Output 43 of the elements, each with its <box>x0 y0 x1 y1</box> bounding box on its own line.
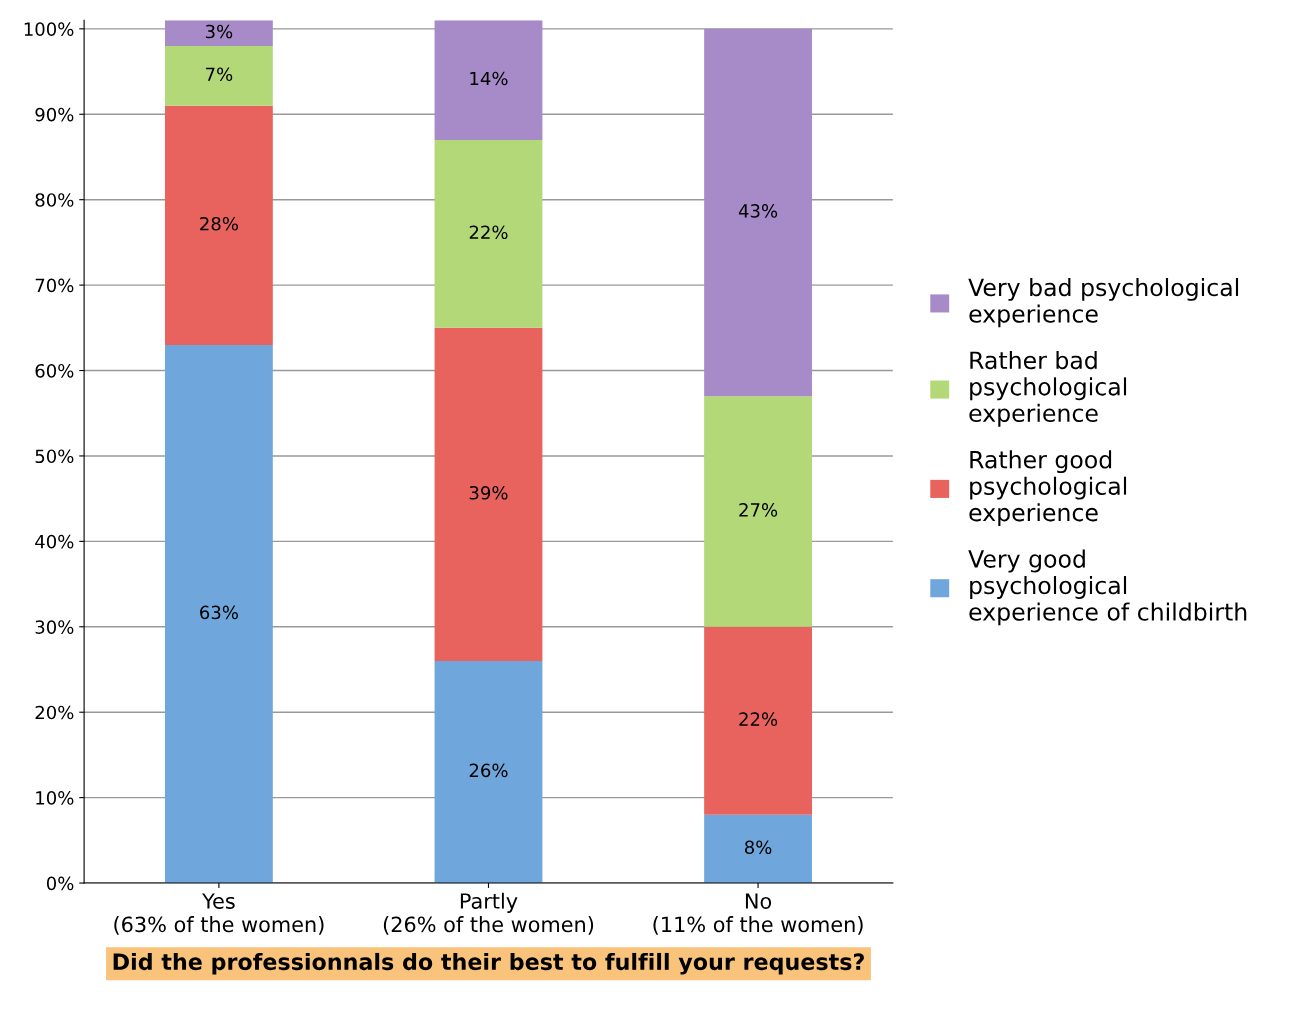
y-tick-label: 50% <box>35 449 74 464</box>
y-tick-label: 20% <box>35 705 74 720</box>
bar <box>704 28 812 397</box>
bar <box>164 344 273 884</box>
legend-label: Very bad psychological experience <box>968 278 1239 328</box>
bar <box>164 20 273 46</box>
data-label: 3% <box>205 24 233 39</box>
bar <box>164 45 273 106</box>
bar <box>704 814 812 884</box>
data-label: 14% <box>470 71 508 86</box>
x-tick-label: Partly (26% of the women) <box>383 892 594 935</box>
bar <box>704 626 812 815</box>
y-tick-label: 60% <box>35 363 74 378</box>
data-label: 27% <box>739 503 778 517</box>
bar <box>434 327 543 661</box>
legend-label: Very good psychological experience of childbirth <box>968 549 1247 626</box>
bar <box>164 105 273 345</box>
x-axis-title: Did the professionnals do their best to fulfill your requests? <box>113 952 864 975</box>
y-tick-label: 40% <box>35 534 74 549</box>
data-label: 22% <box>469 225 508 240</box>
bar <box>434 139 543 328</box>
y-tick-label: 30% <box>35 620 74 634</box>
bar <box>704 396 812 627</box>
y-tick-label: 70% <box>35 278 74 293</box>
y-tick-label: 10% <box>36 791 74 805</box>
y-tick-label: 0% <box>46 876 74 891</box>
bar <box>434 660 543 884</box>
data-label: 39% <box>469 485 508 500</box>
data-label: 63% <box>200 605 238 620</box>
bar <box>434 20 543 140</box>
x-tick-label: No (11% of the women) <box>653 893 863 935</box>
data-label: 7% <box>206 67 233 82</box>
data-label: 28% <box>200 216 238 231</box>
y-tick-label: 90% <box>35 107 74 122</box>
data-label: 8% <box>744 840 772 855</box>
data-label: 43% <box>738 204 778 218</box>
legend-label: Rather bad psychological experience <box>969 350 1127 427</box>
y-tick-label: 100% <box>24 22 74 36</box>
data-label: 26% <box>469 763 508 778</box>
legend-label: Rather good psychological experience <box>969 450 1127 526</box>
x-tick-label: Yes (63% of the women) <box>114 893 324 935</box>
data-label: 22% <box>739 712 778 726</box>
y-tick-label: 80% <box>35 193 74 207</box>
